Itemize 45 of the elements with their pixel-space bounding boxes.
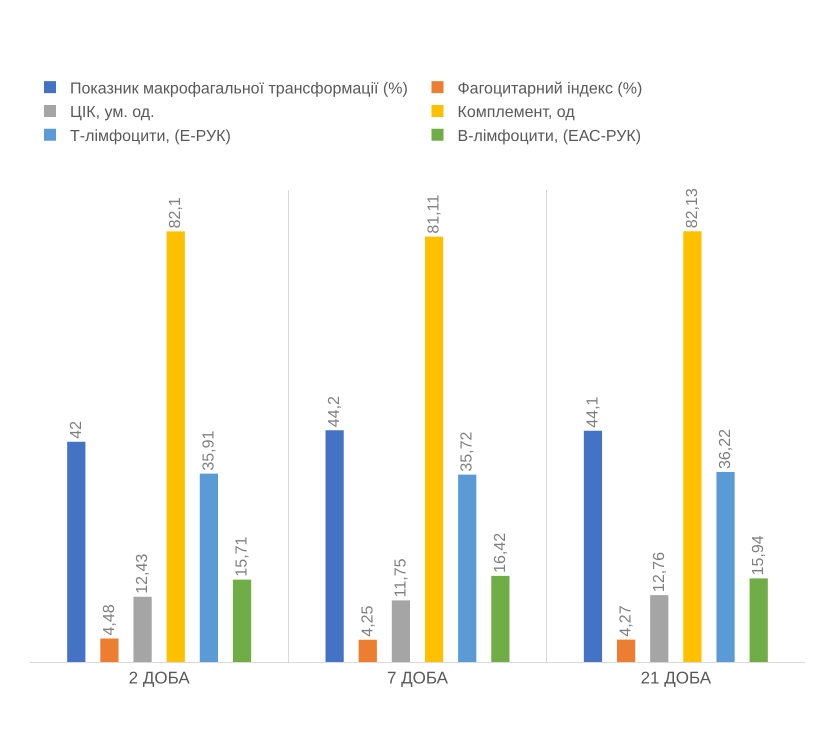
data-label: 11,75 (392, 558, 410, 598)
x-tick-label: 7 ДОБА (386, 668, 449, 688)
data-label: 12,76 (650, 552, 668, 592)
data-label: 16,42 (492, 532, 509, 573)
data-label: 42 (68, 420, 85, 439)
data-label: 12,43 (134, 554, 152, 594)
x-tick-label: 2 ДОБА (128, 668, 190, 688)
data-label: 82,1 (167, 197, 184, 228)
legend-label: Фагоцитарний індекс (%) (458, 80, 642, 98)
data-label: 35,91 (200, 430, 218, 471)
bar (100, 638, 119, 662)
data-label: 4,25 (359, 605, 376, 637)
bar (683, 231, 702, 662)
bar (232, 580, 252, 662)
data-label: 4,48 (100, 604, 118, 636)
data-label: 36,22 (717, 428, 734, 470)
legend-label: Показник макрофагальної трансформації (%) (70, 80, 408, 98)
bar (616, 640, 636, 662)
bar (424, 236, 444, 662)
bar (650, 595, 668, 662)
data-label: 44,1 (584, 396, 602, 428)
legend-label: ЦІК, ум. од. (70, 104, 155, 122)
bar (491, 576, 510, 662)
data-label: 15,94 (750, 535, 768, 576)
data-label: 82,13 (684, 188, 701, 228)
data-label: 15,71 (234, 536, 251, 577)
data-label: 4,27 (618, 605, 635, 637)
data-label: 35,72 (458, 432, 476, 472)
x-tick-label: 21 ДОБА (640, 668, 712, 688)
bar (458, 474, 476, 662)
legend-label: Т-лімфоцити, (Е-РУК) (70, 128, 231, 145)
legend-label: Комплемент, од (458, 104, 576, 122)
bar (166, 231, 185, 662)
bar (358, 640, 377, 662)
bar (326, 430, 344, 662)
data-label: 81,11 (426, 194, 443, 234)
data-label: 44,2 (326, 396, 344, 428)
bar (750, 578, 768, 662)
bar (392, 600, 410, 662)
bar (67, 442, 86, 662)
bar (200, 474, 218, 662)
bar (584, 430, 602, 662)
bar (716, 472, 735, 662)
legend-label: В-лімфоцити, (ЕАС-РУК) (458, 128, 642, 145)
bar (133, 596, 152, 662)
